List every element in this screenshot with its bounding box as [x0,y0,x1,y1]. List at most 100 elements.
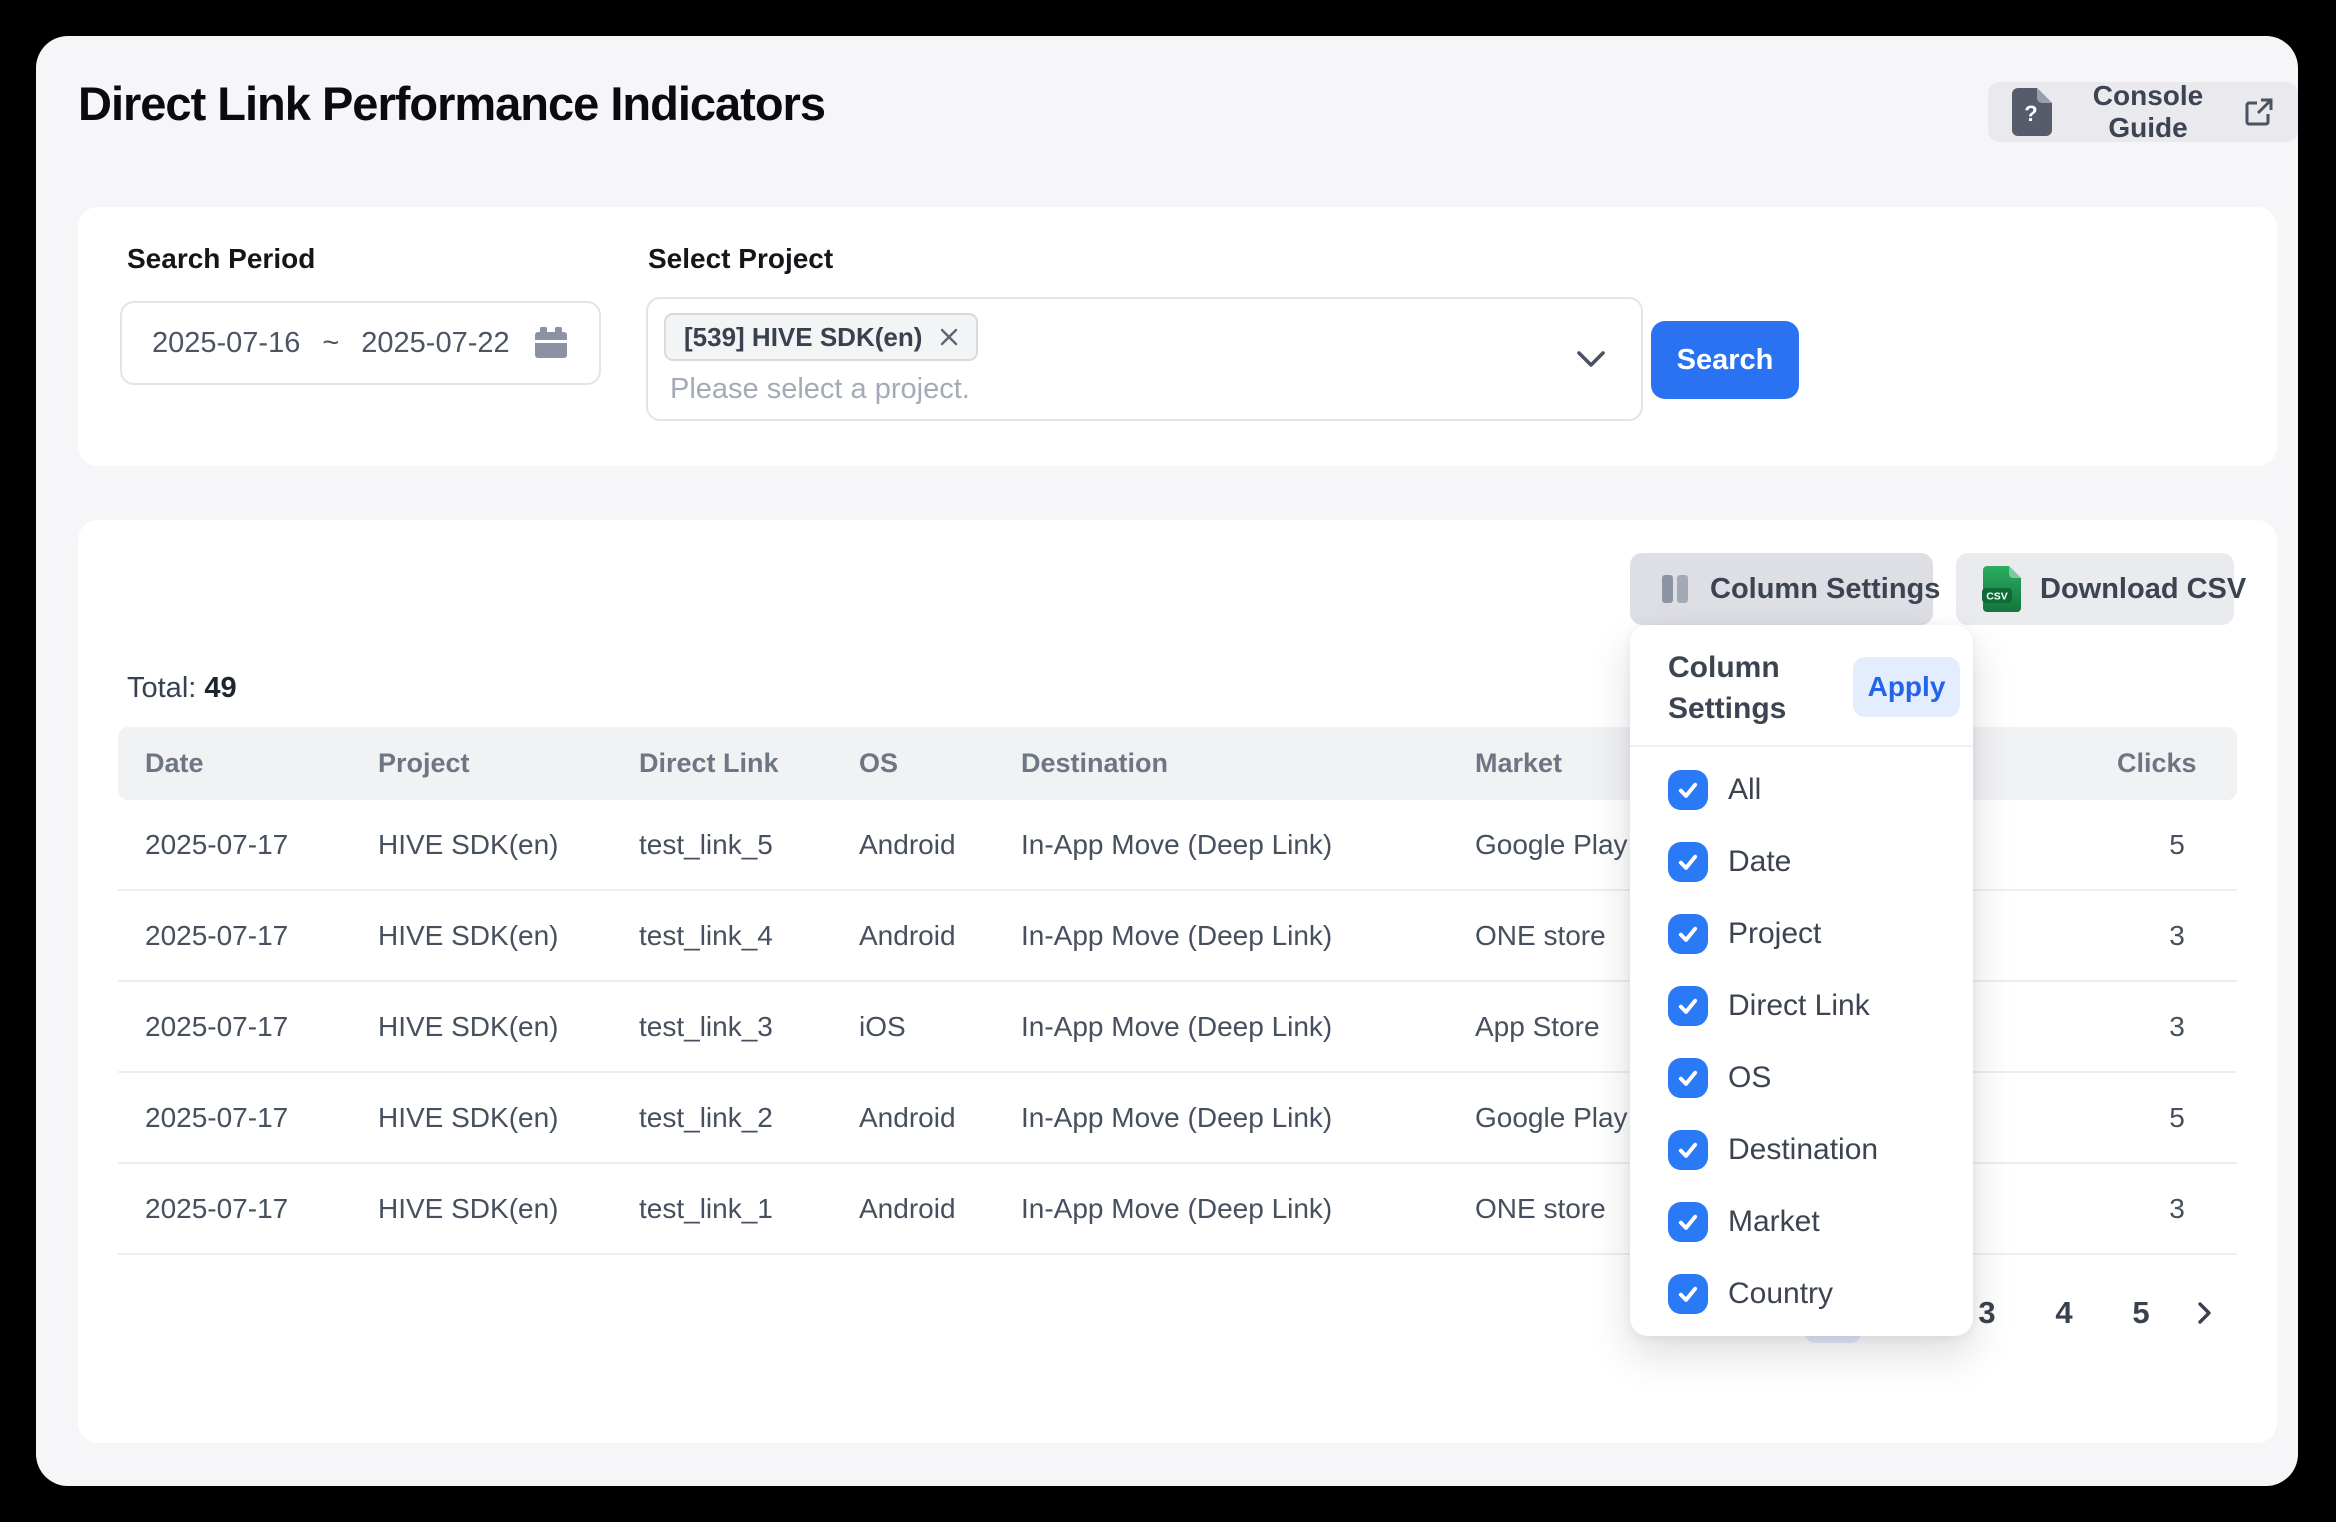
cell-clicks: 5 [2090,800,2237,891]
popover-divider [1630,745,1973,747]
date-range-input[interactable]: 2025-07-16 ~ 2025-07-22 [120,301,601,385]
table-row: 2025-07-17 HIVE SDK(en) test_link_4 Android… [118,890,2237,982]
chevron-down-icon [1575,349,1607,369]
checkbox-checked-icon[interactable] [1668,1058,1708,1098]
project-select[interactable]: [539] HIVE SDK(en) Please select a proje… [646,297,1643,421]
checkbox-checked-icon[interactable] [1668,914,1708,954]
cell-destination: In-App Move (Deep Link) [994,1163,1448,1255]
cell-direct-link: test_link_1 [612,1163,832,1255]
external-link-icon [2244,97,2274,127]
cell-date: 2025-07-17 [118,981,351,1073]
column-options-list: All Date Project Direct Link OS Destinat… [1668,754,1953,1330]
column-option-label: All [1728,773,1762,806]
cell-direct-link: test_link_3 [612,981,832,1073]
console-guide-button[interactable]: ? Console Guide [1988,80,2298,143]
search-button[interactable]: Search [1651,321,1799,399]
period-end-value: 2025-07-22 [361,326,510,359]
cell-os: Android [832,1163,994,1255]
pagination-next-button[interactable] [2176,1285,2232,1341]
column-option-label: Project [1728,917,1822,950]
apply-button[interactable]: Apply [1853,657,1960,717]
calendar-icon [534,326,568,360]
total-count: Total: 49 [127,672,237,705]
help-document-icon: ? [2012,88,2052,136]
cell-os: iOS [832,981,994,1073]
column-option-market[interactable]: Market [1668,1186,1953,1258]
chevron-right-icon [2192,1301,2216,1325]
period-start-value: 2025-07-16 [152,326,301,359]
cell-date: 2025-07-17 [118,1163,351,1255]
cell-os: Android [832,1072,994,1164]
column-settings-popover: Column Settings Apply All Date Project D… [1630,625,1973,1336]
header-os: OS [832,727,994,800]
cell-direct-link: test_link_2 [612,1072,832,1164]
column-option-country[interactable]: Country [1668,1258,1953,1330]
column-settings-button[interactable]: Column Settings [1630,553,1940,625]
header-direct-link: Direct Link [612,727,832,800]
cell-date: 2025-07-17 [118,1072,351,1164]
pagination-page-4[interactable]: 4 [2036,1285,2092,1341]
checkbox-checked-icon[interactable] [1668,1202,1708,1242]
cell-destination: In-App Move (Deep Link) [994,800,1448,891]
header-clicks: Clicks [2090,727,2237,800]
cell-date: 2025-07-17 [118,800,351,891]
cell-destination: In-App Move (Deep Link) [994,1072,1448,1164]
cell-os: Android [832,800,994,891]
checkbox-checked-icon[interactable] [1668,842,1708,882]
pagination-page-3[interactable]: 3 [1959,1285,2015,1341]
cell-date: 2025-07-17 [118,890,351,982]
main-card: Direct Link Performance Indicators ? Con… [36,36,2298,1486]
column-option-project[interactable]: Project [1668,898,1953,970]
checkbox-checked-icon[interactable] [1668,770,1708,810]
cell-os: Android [832,890,994,982]
checkbox-checked-icon[interactable] [1668,986,1708,1026]
svg-text:CSV: CSV [1986,591,2008,603]
cell-project: HIVE SDK(en) [351,981,612,1073]
cell-destination: In-App Move (Deep Link) [994,981,1448,1073]
column-option-direct-link[interactable]: Direct Link [1668,970,1953,1042]
cell-direct-link: test_link_4 [612,890,832,982]
cell-clicks: 3 [2090,1163,2237,1255]
svg-text:?: ? [2024,101,2037,126]
cell-project: HIVE SDK(en) [351,1072,612,1164]
column-option-label: Direct Link [1728,989,1870,1022]
column-option-date[interactable]: Date [1668,826,1953,898]
column-option-label: Destination [1728,1133,1879,1166]
total-label: Total: [127,672,197,704]
selected-project-chip[interactable]: [539] HIVE SDK(en) [664,313,979,361]
column-option-label: Market [1728,1205,1820,1238]
column-option-os[interactable]: OS [1668,1042,1953,1114]
console-guide-label: Console Guide [2092,80,2204,143]
checkbox-checked-icon[interactable] [1668,1274,1708,1314]
download-csv-label: Download CSV [2040,572,2247,605]
selected-project-label: [539] HIVE SDK(en) [684,321,923,352]
period-separator: ~ [322,326,340,359]
cell-destination: In-App Move (Deep Link) [994,890,1448,982]
search-period-label: Search Period [127,243,316,274]
column-option-label: Country [1728,1277,1834,1310]
cell-clicks: 3 [2090,890,2237,982]
cell-project: HIVE SDK(en) [351,800,612,891]
column-option-label: Date [1728,845,1792,878]
csv-file-icon: CSV [1982,564,2024,614]
popover-title: Column Settings [1668,647,1786,729]
popover-title-line2: Settings [1668,692,1787,725]
project-placeholder: Please select a project. [670,373,970,405]
pagination-page-5[interactable]: 5 [2113,1285,2169,1341]
cell-direct-link: test_link_5 [612,800,832,891]
popover-title-line1: Column [1668,651,1780,684]
table-row: 2025-07-17 HIVE SDK(en) test_link_2 Android… [118,1072,2237,1164]
download-csv-button[interactable]: CSV Download CSV [1956,553,2246,625]
remove-project-icon[interactable] [938,326,960,348]
cell-clicks: 5 [2090,1072,2237,1164]
column-option-destination[interactable]: Destination [1668,1114,1953,1186]
filters-panel: Search Period 2025-07-16 ~ 2025-07-22 Se… [78,207,2277,466]
column-option-label: OS [1728,1061,1772,1094]
cell-project: HIVE SDK(en) [351,890,612,982]
checkbox-checked-icon[interactable] [1668,1130,1708,1170]
column-option-all[interactable]: All [1668,754,1953,826]
page-title: Direct Link Performance Indicators [78,77,826,130]
columns-icon [1656,570,1694,608]
cell-clicks: 3 [2090,981,2237,1073]
header-date: Date [118,727,351,800]
